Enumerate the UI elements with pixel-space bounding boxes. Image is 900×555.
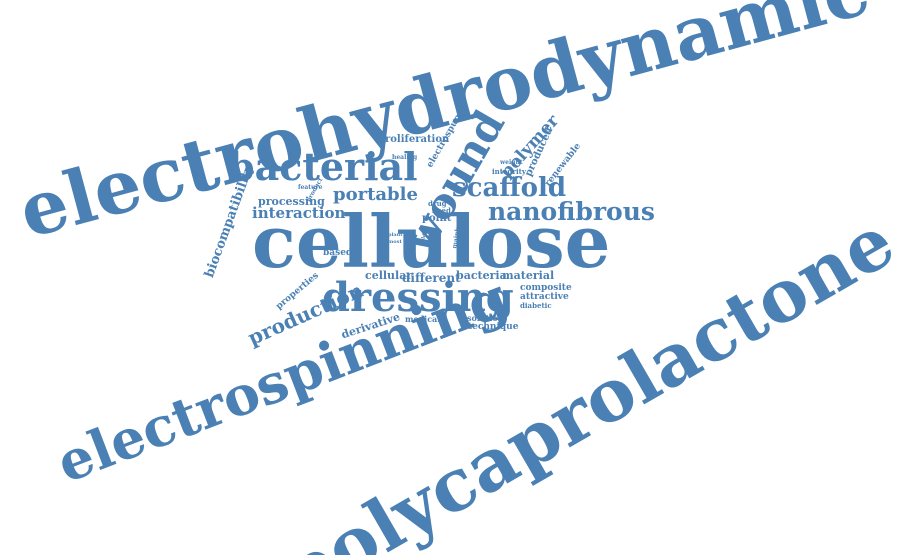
word-solution: solution (467, 313, 504, 323)
word-based: based (323, 248, 353, 258)
word-dressing: dressing (322, 274, 514, 321)
word-nanofibrous: nanofibrous (488, 197, 655, 226)
word-different: different (402, 271, 461, 285)
word-medical: medical (405, 314, 441, 324)
word-most: most (388, 239, 402, 245)
word-plant: plant (388, 232, 403, 238)
word-feature: feature (298, 184, 323, 191)
word-bacteria: bacteria (456, 269, 507, 282)
word-processing: processing (258, 195, 325, 208)
word-composite: composite (520, 283, 572, 293)
word-cellular: cellular (365, 269, 413, 282)
word-material: material (502, 269, 555, 282)
word-proliferation: proliferation (378, 134, 450, 145)
word-drug: drug (428, 199, 447, 208)
word-portable: portable (333, 184, 418, 205)
word-need: need (432, 206, 451, 215)
word-healing: healing (392, 154, 418, 161)
word-integrity: integrity (492, 167, 526, 176)
word-bacterial: bacterial (228, 144, 418, 189)
word-scaffold: scaffold (452, 173, 567, 203)
word-cellulose: cellulose (252, 199, 611, 284)
word-technique: technique (468, 322, 519, 332)
word-interaction: interaction (252, 204, 346, 222)
word-point: point (422, 213, 452, 224)
word-weight: weight (500, 159, 523, 166)
word-diabetic: diabetic (520, 301, 552, 310)
word-attractive: attractive (520, 292, 569, 302)
